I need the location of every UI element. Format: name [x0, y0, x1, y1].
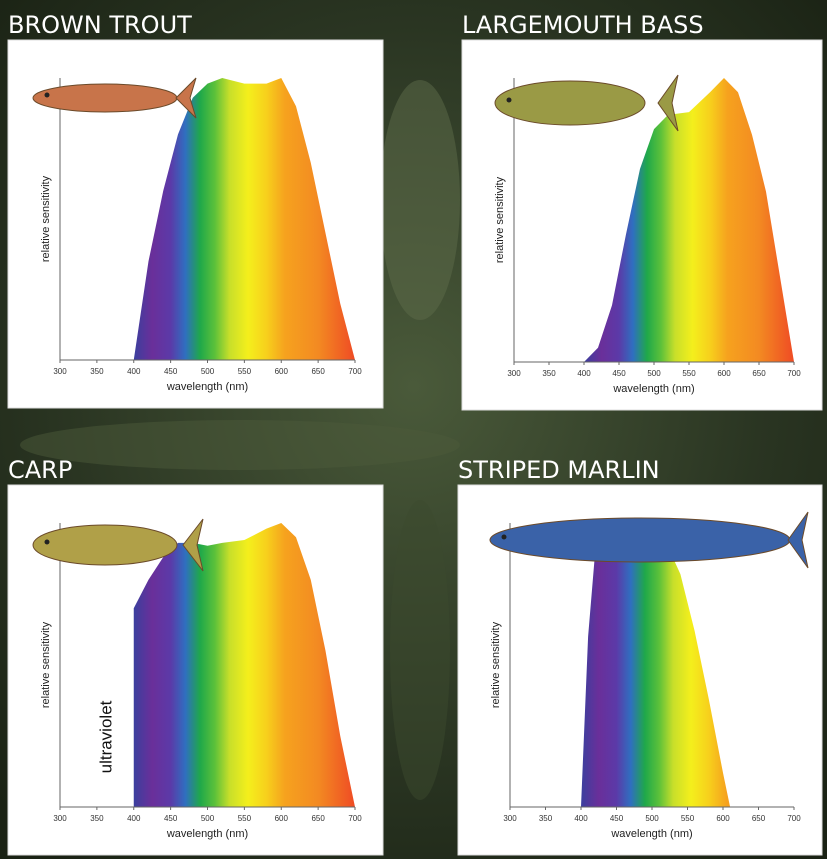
y-axis-label: relative sensitivity [490, 621, 502, 708]
y-axis-label: relative sensitivity [494, 176, 506, 263]
x-tick-label: 400 [127, 367, 141, 376]
texture [380, 80, 460, 320]
fish-illustration [33, 525, 177, 565]
texture [390, 500, 450, 800]
x-tick-label: 650 [752, 369, 766, 378]
fish-illustration [33, 84, 177, 112]
chart-title: LARGEMOUTH BASS [462, 11, 704, 39]
x-tick-label: 400 [127, 814, 141, 823]
texture [20, 420, 460, 470]
x-tick-label: 350 [90, 814, 104, 823]
x-tick-label: 400 [577, 369, 591, 378]
x-tick-label: 300 [53, 814, 67, 823]
x-tick-label: 300 [503, 814, 517, 823]
y-axis-label: relative sensitivity [40, 621, 52, 708]
x-tick-label: 300 [507, 369, 521, 378]
x-tick-label: 500 [645, 814, 659, 823]
x-tick-label: 650 [311, 814, 325, 823]
fish-eye [45, 540, 50, 545]
fish-eye [507, 98, 512, 103]
x-tick-label: 500 [201, 367, 215, 376]
x-tick-label: 700 [787, 369, 801, 378]
x-tick-label: 650 [311, 367, 325, 376]
x-tick-label: 700 [348, 814, 362, 823]
x-tick-label: 500 [201, 814, 215, 823]
x-tick-label: 600 [716, 814, 730, 823]
y-axis-label: relative sensitivity [40, 175, 52, 262]
x-tick-label: 450 [612, 369, 626, 378]
x-tick-label: 650 [752, 814, 766, 823]
x-tick-label: 400 [574, 814, 588, 823]
x-tick-label: 600 [275, 814, 289, 823]
x-tick-label: 300 [53, 367, 67, 376]
x-tick-label: 550 [682, 369, 696, 378]
x-tick-label: 550 [238, 814, 252, 823]
x-tick-label: 700 [787, 814, 801, 823]
x-tick-label: 350 [539, 814, 553, 823]
x-tick-label: 350 [90, 367, 104, 376]
x-tick-label: 550 [681, 814, 695, 823]
fish-eye [45, 93, 50, 98]
x-axis-label: wavelength (nm) [612, 383, 694, 395]
fish-illustration [495, 81, 645, 125]
x-axis-label: wavelength (nm) [166, 381, 248, 393]
x-axis-label: wavelength (nm) [166, 828, 248, 840]
chart-title: STRIPED MARLIN [458, 456, 660, 484]
fish-eye [502, 535, 507, 540]
x-tick-label: 350 [542, 369, 556, 378]
annotation: ultraviolet [96, 700, 115, 773]
chart-title: CARP [8, 456, 72, 484]
infographic: BROWN TROUT 300 350 400 450 500 550 600 650 700 wa… [0, 0, 827, 859]
x-tick-label: 550 [238, 367, 252, 376]
x-tick-label: 700 [348, 367, 362, 376]
x-axis-label: wavelength (nm) [610, 828, 692, 840]
x-tick-label: 500 [647, 369, 661, 378]
fish-illustration [490, 518, 790, 562]
x-tick-label: 600 [275, 367, 289, 376]
x-tick-label: 450 [164, 814, 178, 823]
chart-title: BROWN TROUT [8, 11, 192, 39]
x-tick-label: 600 [717, 369, 731, 378]
x-tick-label: 450 [164, 367, 178, 376]
x-tick-label: 450 [610, 814, 624, 823]
